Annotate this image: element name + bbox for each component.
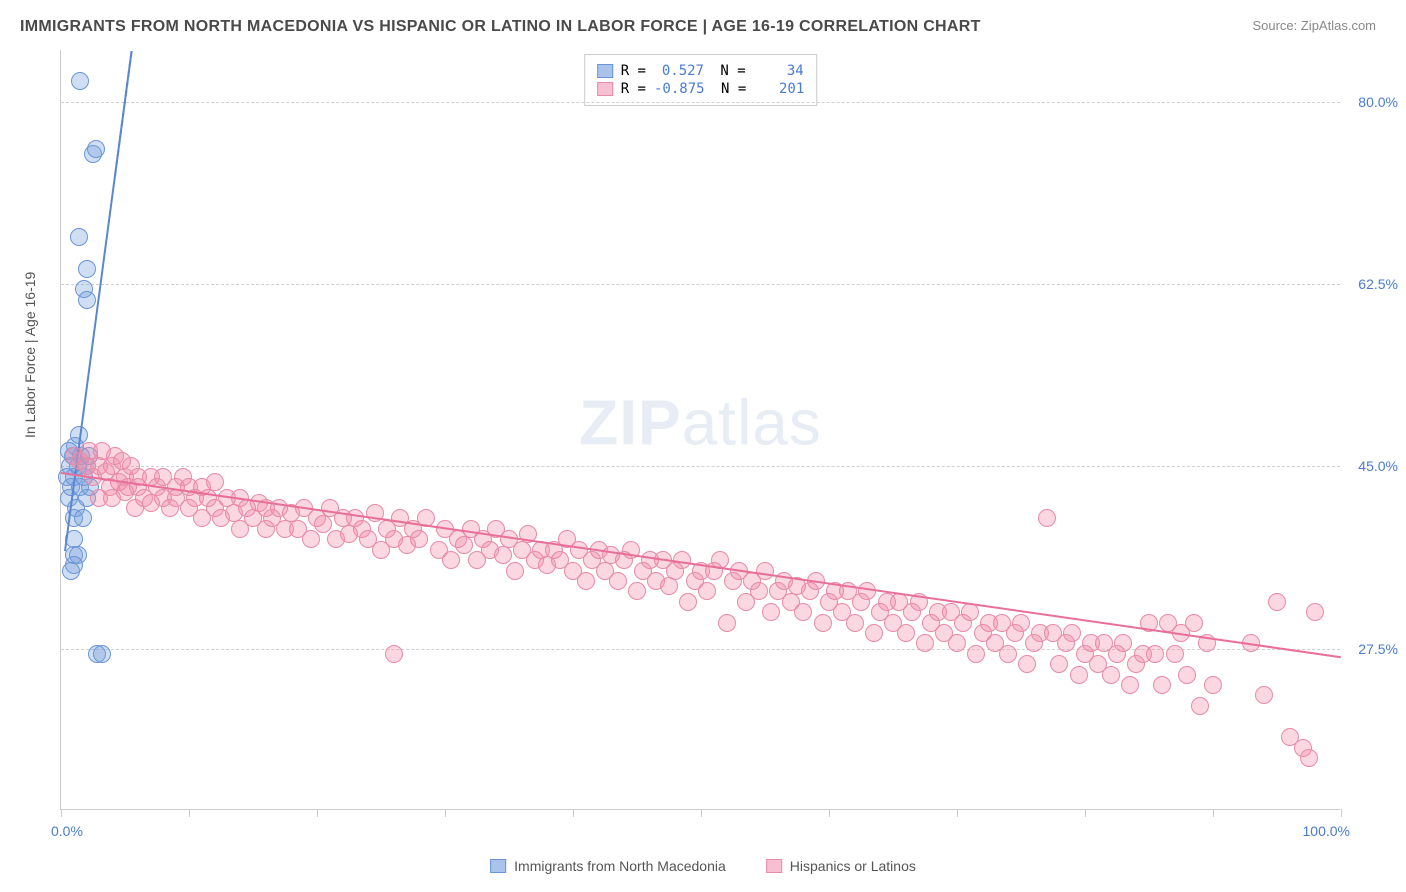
source-attribution: Source: ZipAtlas.com bbox=[1252, 18, 1376, 33]
data-point bbox=[999, 645, 1017, 663]
trend-line-dashed bbox=[114, 51, 133, 176]
data-point bbox=[1146, 645, 1164, 663]
data-point bbox=[78, 291, 96, 309]
data-point bbox=[660, 577, 678, 595]
gridline bbox=[61, 102, 1340, 103]
scatter-plot-area: ZIPatlas R =0.527 N =34 R =-0.875 N =201… bbox=[60, 50, 1340, 810]
data-point bbox=[93, 645, 111, 663]
data-point bbox=[1191, 697, 1209, 715]
x-tick bbox=[701, 809, 702, 817]
data-point bbox=[750, 582, 768, 600]
data-point bbox=[609, 572, 627, 590]
data-point bbox=[1070, 666, 1088, 684]
data-point bbox=[455, 536, 473, 554]
x-tick bbox=[1213, 809, 1214, 817]
data-point bbox=[814, 614, 832, 632]
data-point bbox=[494, 546, 512, 564]
y-tick-label: 62.5% bbox=[1358, 276, 1398, 292]
data-point bbox=[897, 624, 915, 642]
data-point bbox=[756, 562, 774, 580]
data-point bbox=[1114, 634, 1132, 652]
x-tick bbox=[829, 809, 830, 817]
trend-line bbox=[61, 472, 1341, 658]
data-point bbox=[1306, 603, 1324, 621]
correlation-stats-box: R =0.527 N =34 R =-0.875 N =201 bbox=[584, 54, 818, 106]
data-point bbox=[794, 603, 812, 621]
swatch-series-2 bbox=[597, 82, 613, 96]
data-point bbox=[858, 582, 876, 600]
data-point bbox=[442, 551, 460, 569]
data-point bbox=[916, 634, 934, 652]
x-tick bbox=[957, 809, 958, 817]
watermark: ZIPatlas bbox=[579, 385, 822, 459]
chart-title: IMMIGRANTS FROM NORTH MACEDONIA VS HISPA… bbox=[20, 18, 981, 36]
data-point bbox=[628, 582, 646, 600]
data-point bbox=[506, 562, 524, 580]
data-point bbox=[206, 473, 224, 491]
data-point bbox=[1102, 666, 1120, 684]
x-tick bbox=[445, 809, 446, 817]
data-point bbox=[1268, 593, 1286, 611]
data-point bbox=[302, 530, 320, 548]
data-point bbox=[71, 72, 89, 90]
data-point bbox=[385, 645, 403, 663]
data-point bbox=[314, 515, 332, 533]
gridline bbox=[61, 466, 1340, 467]
data-point bbox=[762, 603, 780, 621]
data-point bbox=[1063, 624, 1081, 642]
legend-item-2: Hispanics or Latinos bbox=[766, 858, 916, 874]
data-point bbox=[1178, 666, 1196, 684]
legend-label-1: Immigrants from North Macedonia bbox=[514, 858, 726, 874]
stats-row-series-1: R =0.527 N =34 bbox=[597, 63, 805, 79]
data-point bbox=[1153, 676, 1171, 694]
legend-item-1: Immigrants from North Macedonia bbox=[490, 858, 726, 874]
data-point bbox=[846, 614, 864, 632]
data-point bbox=[1255, 686, 1273, 704]
data-point bbox=[87, 140, 105, 158]
data-point bbox=[577, 572, 595, 590]
data-point bbox=[698, 582, 716, 600]
data-point bbox=[1121, 676, 1139, 694]
y-tick-label: 27.5% bbox=[1358, 641, 1398, 657]
data-point bbox=[679, 593, 697, 611]
data-point bbox=[1185, 614, 1203, 632]
data-point bbox=[1204, 676, 1222, 694]
data-point bbox=[78, 260, 96, 278]
x-tick bbox=[189, 809, 190, 817]
y-axis-label: In Labor Force | Age 16-19 bbox=[22, 272, 38, 438]
legend-swatch-1 bbox=[490, 859, 506, 873]
data-point bbox=[948, 634, 966, 652]
x-tick bbox=[573, 809, 574, 817]
data-point bbox=[1018, 655, 1036, 673]
x-tick bbox=[317, 809, 318, 817]
data-point bbox=[1050, 655, 1068, 673]
data-point bbox=[74, 509, 92, 527]
data-point bbox=[865, 624, 883, 642]
stats-row-series-2: R =-0.875 N =201 bbox=[597, 81, 805, 97]
x-tick bbox=[61, 809, 62, 817]
y-tick-label: 80.0% bbox=[1358, 94, 1398, 110]
gridline bbox=[61, 284, 1340, 285]
data-point bbox=[1166, 645, 1184, 663]
data-point bbox=[718, 614, 736, 632]
data-point bbox=[1300, 749, 1318, 767]
bottom-legend: Immigrants from North Macedonia Hispanic… bbox=[490, 858, 916, 874]
y-tick-label: 45.0% bbox=[1358, 458, 1398, 474]
x-tick bbox=[1085, 809, 1086, 817]
data-point bbox=[70, 228, 88, 246]
legend-swatch-2 bbox=[766, 859, 782, 873]
x-axis-max-label: 100.0% bbox=[1303, 823, 1350, 839]
data-point bbox=[410, 530, 428, 548]
data-point bbox=[1038, 509, 1056, 527]
x-axis-min-label: 0.0% bbox=[51, 823, 83, 839]
data-point bbox=[62, 562, 80, 580]
legend-label-2: Hispanics or Latinos bbox=[790, 858, 916, 874]
data-point bbox=[1012, 614, 1030, 632]
swatch-series-1 bbox=[597, 64, 613, 78]
x-tick bbox=[1341, 809, 1342, 817]
data-point bbox=[967, 645, 985, 663]
